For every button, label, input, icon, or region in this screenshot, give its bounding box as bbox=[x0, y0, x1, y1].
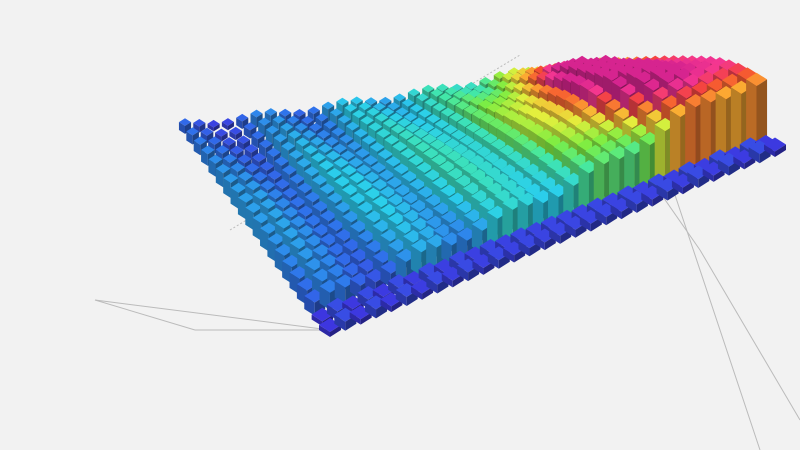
axis-frame-line bbox=[700, 250, 800, 420]
bar3d-plot-svg bbox=[0, 0, 800, 450]
axis-frame-line bbox=[95, 300, 330, 330]
chart-canvas bbox=[0, 0, 800, 450]
axis-frame-line bbox=[95, 300, 195, 330]
